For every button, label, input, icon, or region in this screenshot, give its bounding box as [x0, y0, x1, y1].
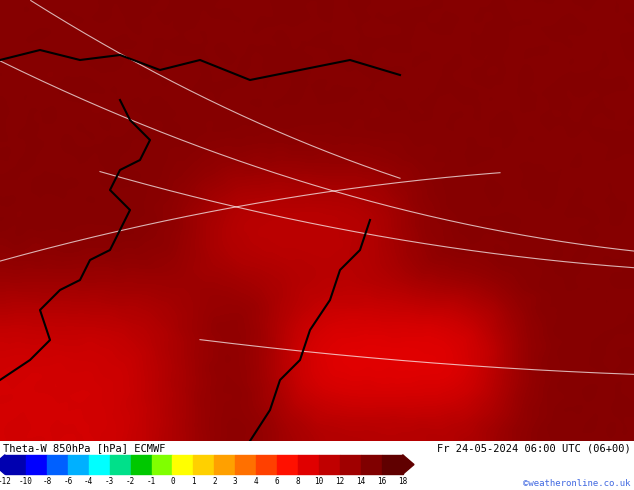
Text: 10: 10	[314, 477, 323, 486]
Bar	[131, 455, 152, 474]
Text: -10: -10	[19, 477, 33, 486]
Bar	[319, 455, 340, 474]
Bar	[256, 455, 277, 474]
Bar	[5, 455, 26, 474]
Text: -6: -6	[63, 477, 72, 486]
Text: -8: -8	[42, 477, 51, 486]
Bar	[277, 455, 298, 474]
Text: Fr 24-05-2024 06:00 UTC (06+00): Fr 24-05-2024 06:00 UTC (06+00)	[437, 443, 631, 453]
Bar	[89, 455, 110, 474]
Bar	[47, 455, 68, 474]
Bar	[68, 455, 89, 474]
Text: Theta-W 850hPa [hPa] ECMWF: Theta-W 850hPa [hPa] ECMWF	[3, 443, 165, 453]
Text: -12: -12	[0, 477, 12, 486]
Bar	[172, 455, 193, 474]
Polygon shape	[0, 455, 5, 474]
Text: 3: 3	[233, 477, 238, 486]
Bar	[382, 455, 403, 474]
Text: -4: -4	[84, 477, 93, 486]
Text: -3: -3	[105, 477, 114, 486]
Text: ©weatheronline.co.uk: ©weatheronline.co.uk	[523, 479, 631, 488]
Bar	[298, 455, 319, 474]
Bar	[361, 455, 382, 474]
Text: 12: 12	[335, 477, 344, 486]
Text: -2: -2	[126, 477, 135, 486]
Text: 4: 4	[254, 477, 259, 486]
Text: 6: 6	[275, 477, 280, 486]
Text: 16: 16	[377, 477, 386, 486]
Bar	[26, 455, 47, 474]
Text: 8: 8	[295, 477, 301, 486]
Text: 2: 2	[212, 477, 217, 486]
Text: -1: -1	[147, 477, 156, 486]
Polygon shape	[403, 455, 414, 474]
Bar	[110, 455, 131, 474]
Text: 0: 0	[170, 477, 175, 486]
Bar	[340, 455, 361, 474]
Bar	[214, 455, 235, 474]
Bar	[152, 455, 172, 474]
Text: 18: 18	[398, 477, 407, 486]
Bar	[193, 455, 214, 474]
Text: 14: 14	[356, 477, 365, 486]
Bar	[235, 455, 256, 474]
Text: 1: 1	[191, 477, 196, 486]
